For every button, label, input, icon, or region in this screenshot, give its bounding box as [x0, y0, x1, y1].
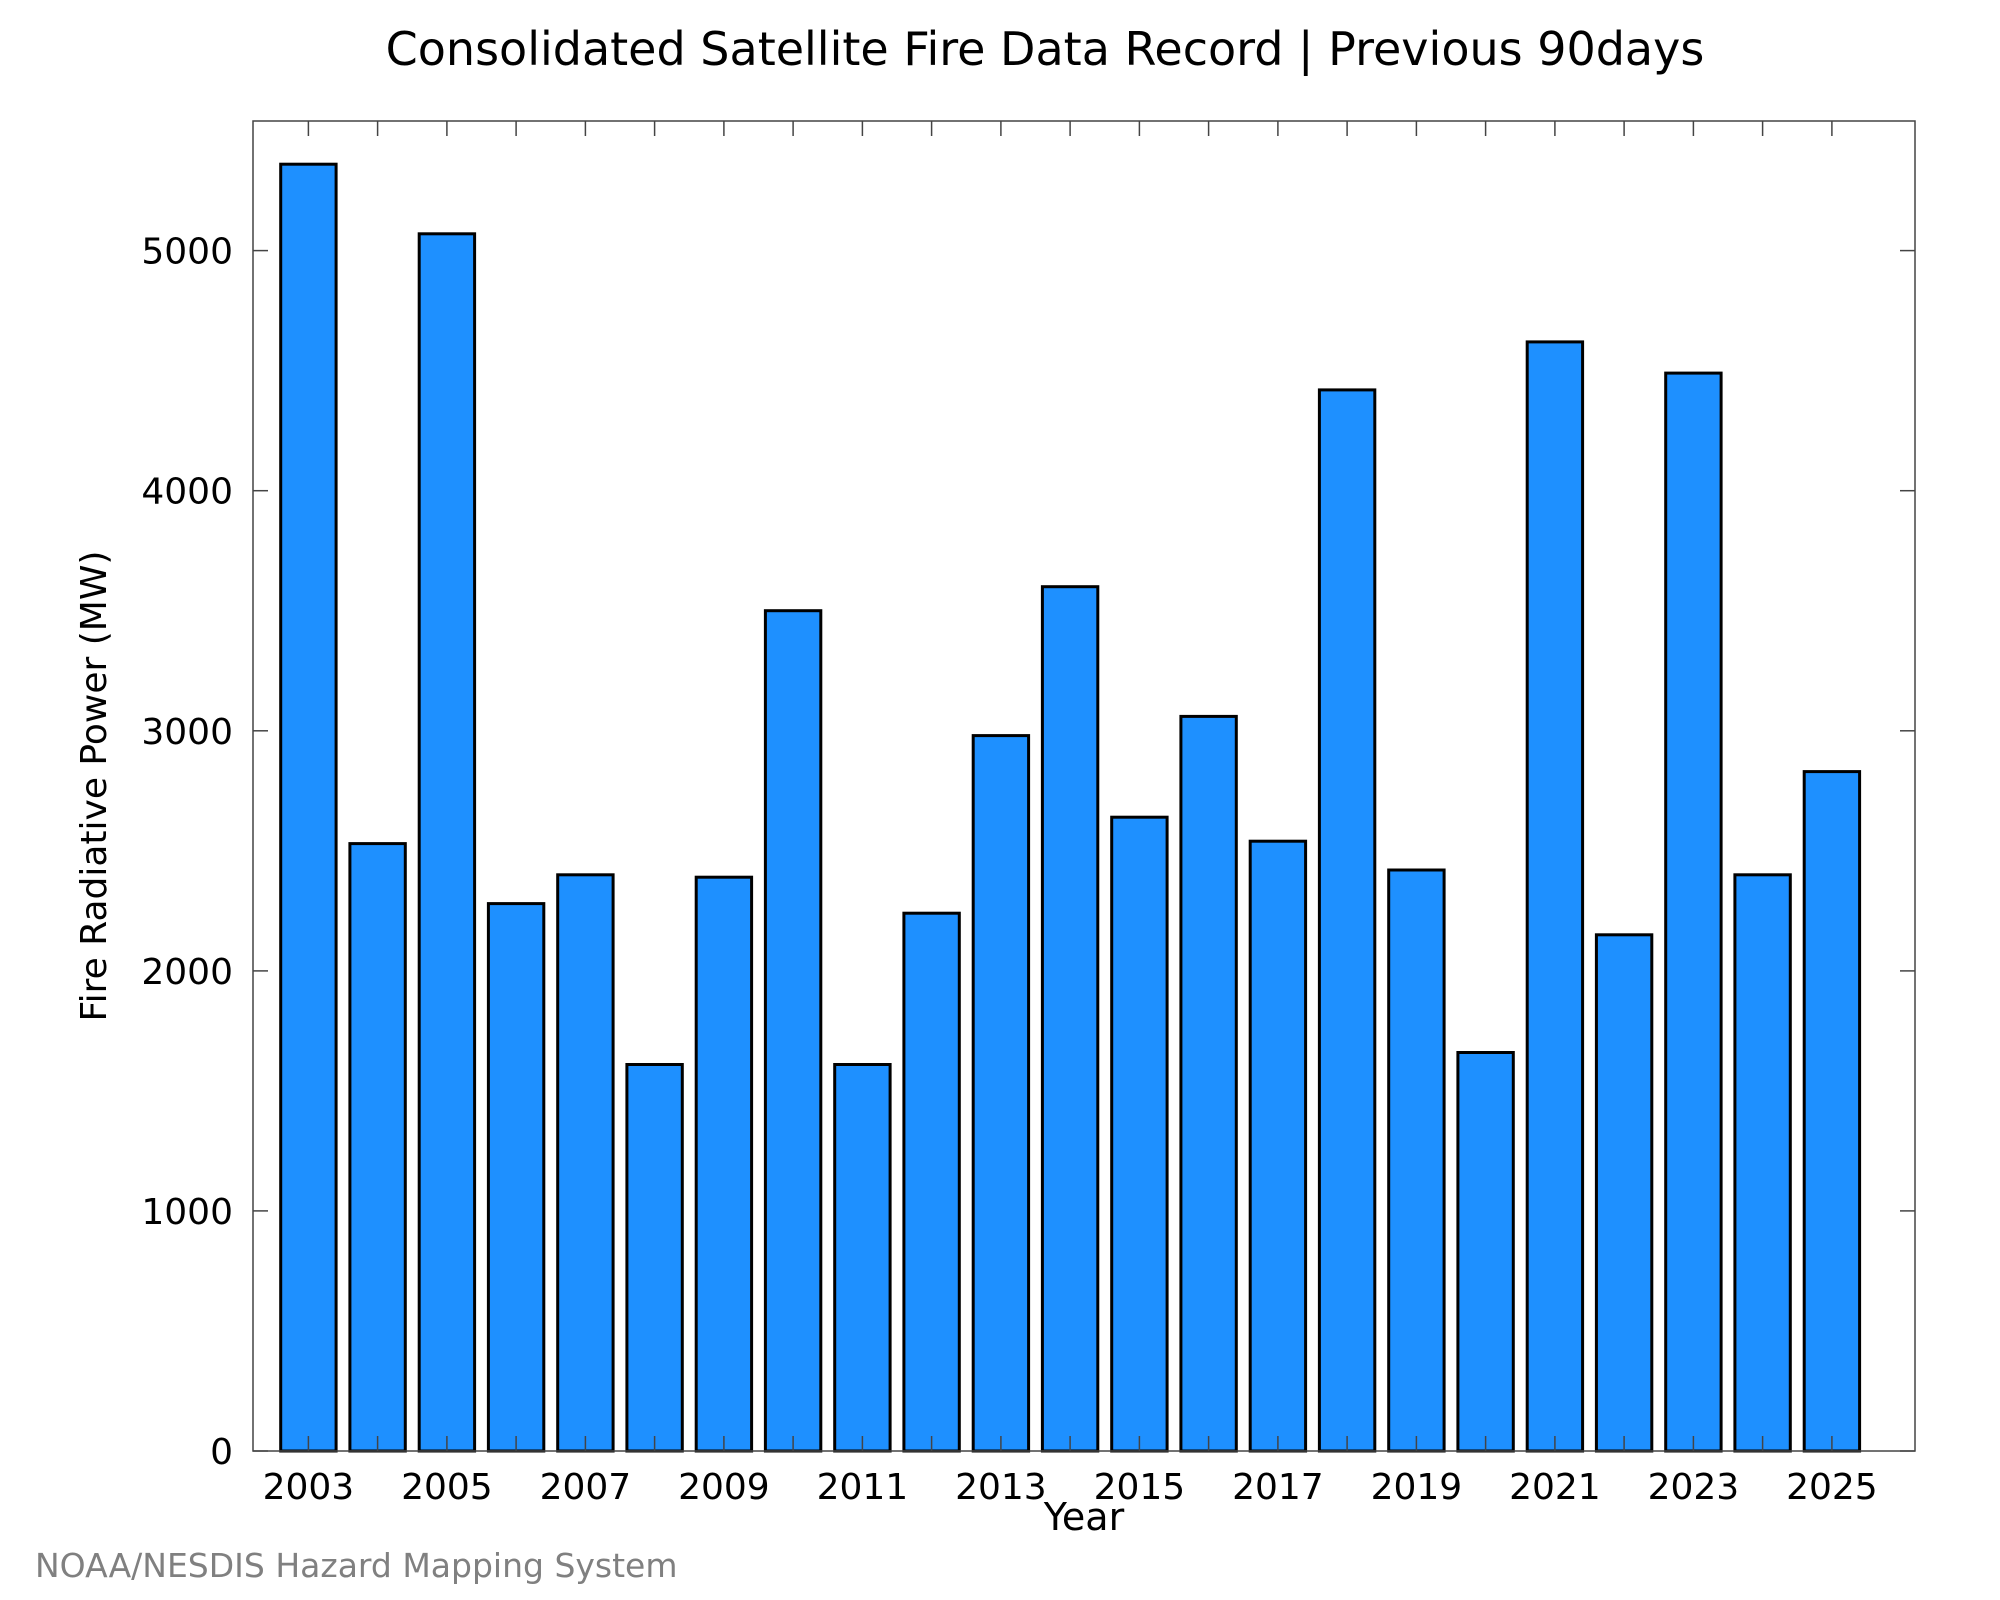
source-credit: NOAA/NESDIS Hazard Mapping System: [35, 1546, 678, 1585]
bar-2007: [556, 873, 615, 1453]
x-tick-label: 2009: [678, 1467, 770, 1508]
x-axis-label: Year: [1043, 1495, 1125, 1539]
bar-2018: [1317, 388, 1377, 1453]
x-tick-label: 2011: [817, 1467, 909, 1508]
axis-ticks-group: [253, 121, 1915, 1452]
bar-2021: [1525, 340, 1585, 1453]
bar-2012: [902, 911, 961, 1453]
x-tick-label: 2023: [1648, 1467, 1740, 1508]
bar-2008: [625, 1063, 684, 1453]
bar-2011: [833, 1063, 892, 1453]
x-tick-label: 2019: [1371, 1467, 1463, 1508]
x-tick-label: 2021: [1509, 1467, 1601, 1508]
x-tick-label: 2003: [263, 1467, 355, 1508]
y-tick-label: 4000: [141, 472, 233, 513]
bar-2019: [1387, 868, 1446, 1453]
bar-2013: [971, 734, 1031, 1453]
x-tick-label: 2007: [540, 1467, 632, 1508]
chart-title: Consolidated Satellite Fire Data Record …: [385, 22, 1705, 76]
x-tick-label: 2017: [1232, 1467, 1324, 1508]
bar-2005: [417, 232, 477, 1453]
bar-2024: [1733, 873, 1792, 1453]
x-tick-label: 2013: [955, 1467, 1047, 1508]
tick-labels-group: 2003 2005 2007 2009 2011 2013 2015 2017 2019 2021…: [141, 232, 1877, 1508]
plot-frame: [252, 120, 1916, 1452]
bars-group: [279, 162, 1862, 1453]
bar-2014: [1040, 585, 1100, 1453]
bar-2022: [1594, 933, 1654, 1453]
bar-2016: [1179, 714, 1238, 1453]
y-tick-label: 5000: [141, 232, 233, 273]
bar-2023: [1664, 371, 1723, 1453]
y-axis-label: Fire Radiative Power (MW): [74, 551, 115, 1022]
y-tick-label: 0: [210, 1432, 233, 1473]
bar-2003: [279, 162, 338, 1453]
y-tick-label: 1000: [141, 1192, 233, 1233]
bar-2009: [694, 875, 754, 1453]
bar-2004: [348, 842, 407, 1453]
x-tick-label: 2025: [1786, 1467, 1878, 1508]
x-tick-label: 2005: [401, 1467, 493, 1508]
x-tick-label: 2015: [1094, 1467, 1186, 1508]
bar-2015: [1110, 815, 1169, 1453]
bar-2017: [1248, 839, 1308, 1453]
y-tick-label: 3000: [141, 712, 233, 753]
bar-2010: [763, 609, 823, 1453]
bar-2020: [1456, 1051, 1515, 1453]
y-tick-label: 2000: [141, 952, 233, 993]
bar-2006: [486, 902, 546, 1453]
bar-2025: [1802, 770, 1862, 1453]
